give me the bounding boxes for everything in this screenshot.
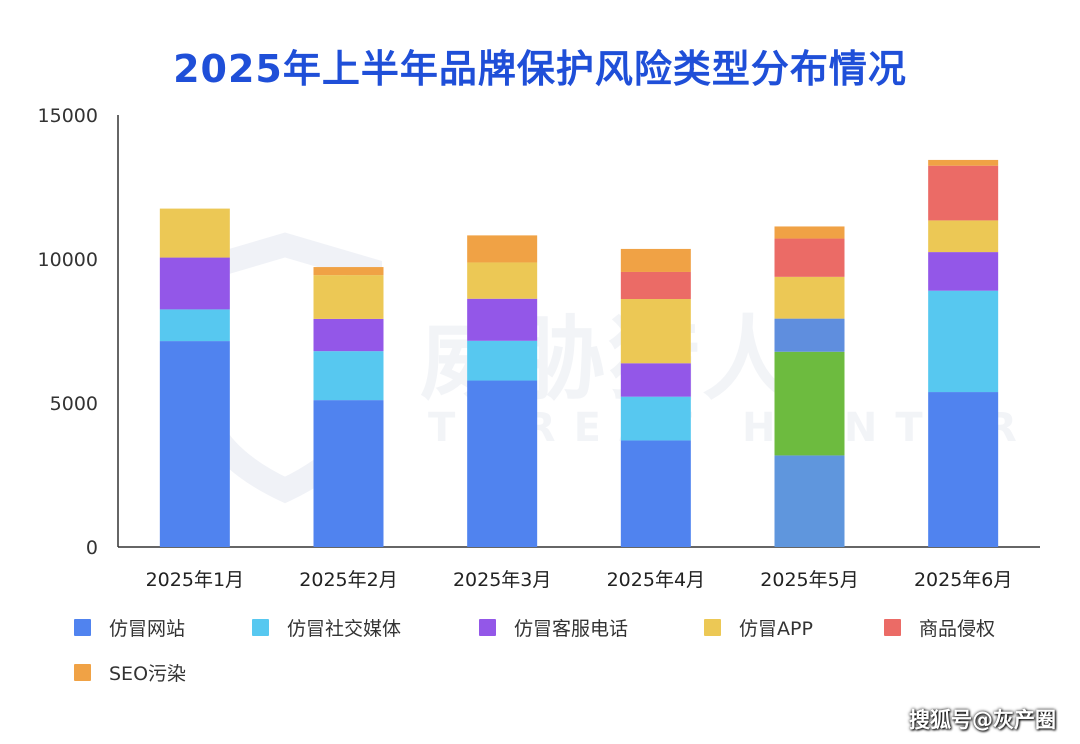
bar-segment [928,290,999,393]
bar-segment [467,298,538,341]
legend-item: SEO污染 [74,659,186,686]
x-tick-label: 2025年5月 [760,569,858,591]
bar-segment [928,165,999,221]
legend-label: 仿冒网站 [109,618,186,640]
legend-item: 仿冒社交媒体 [252,614,401,641]
bar-segment [159,257,230,310]
bar-segment [313,275,384,319]
legend-label: 仿冒客服电话 [514,618,629,640]
bar-segment [159,309,230,342]
bar-segment [620,271,691,300]
source-watermark: 搜狐号@灰产圈 [909,708,1056,732]
x-tick-label: 2025年2月 [299,569,397,591]
legend-item: 仿冒APP [704,614,813,641]
bar-segment [313,400,384,547]
bar-segment [774,276,845,319]
bar-segment [928,252,999,291]
bar-segment [620,299,691,364]
bar-segment [928,159,999,166]
bar-segment [774,318,845,352]
bar-segment [620,248,691,272]
x-tick-label: 2025年3月 [453,569,551,591]
bar-segment [313,351,384,401]
legend-label: 仿冒APP [739,618,813,640]
bar-segment [928,220,999,253]
bar-segment [620,440,691,547]
legend-label: SEO污染 [109,663,187,685]
bar-segment [928,392,999,547]
legend-swatch [74,664,91,681]
legend-swatch [704,619,721,636]
legend-label: 仿冒社交媒体 [287,618,402,640]
legend-swatch [252,619,269,636]
bar-segment [774,226,845,239]
x-tick-label: 2025年1月 [146,569,244,591]
bar-segment [467,235,538,263]
y-tick-label: 0 [86,537,98,559]
legend-item: 商品侵权 [884,614,995,641]
bar-segment [159,208,230,258]
chart-title: 2025年上半年品牌保护风险类型分布情况 [173,47,907,91]
bar-segment [467,340,538,381]
bar-segment [159,341,230,547]
bar-segment [620,396,691,441]
x-tick-label: 2025年6月 [914,569,1012,591]
bar-segment [774,238,845,277]
bar-segment [774,455,845,547]
y-tick-label: 5000 [50,393,98,415]
bar-segment [313,318,384,352]
y-tick-label: 15000 [38,105,98,127]
bar-segment [774,351,845,456]
x-tick-label: 2025年4月 [607,569,705,591]
legend-swatch [479,619,496,636]
legend-swatch [884,619,901,636]
legend-item: 仿冒客服电话 [479,614,628,641]
legend-item: 仿冒网站 [74,614,185,641]
bar-segment [620,363,691,397]
legend-label: 商品侵权 [919,618,996,640]
legend-swatch [74,619,91,636]
y-tick-label: 10000 [38,249,98,271]
bar-segment [313,267,384,276]
bar-segment [467,262,538,299]
bar-segment [467,380,538,547]
